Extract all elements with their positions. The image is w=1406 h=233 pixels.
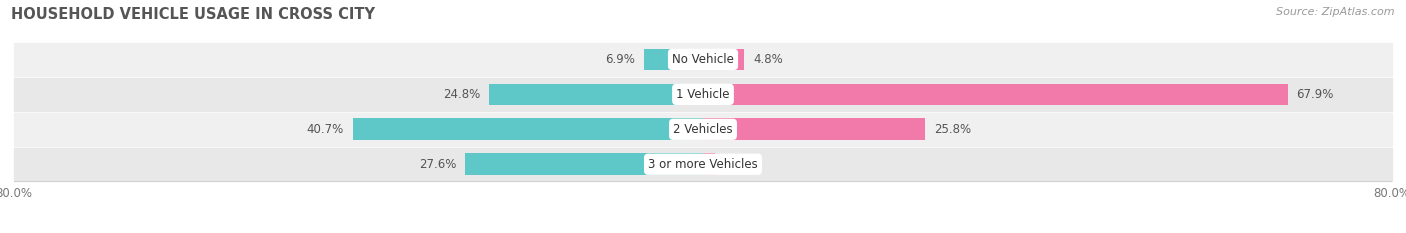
Text: 2 Vehicles: 2 Vehicles (673, 123, 733, 136)
Bar (14, 148, 1392, 181)
Bar (353, 118, 703, 140)
Text: 27.6%: 27.6% (419, 158, 457, 171)
Bar (14, 78, 1392, 111)
Text: 6.9%: 6.9% (605, 53, 636, 66)
Bar (644, 49, 703, 70)
Text: 3 or more Vehicles: 3 or more Vehicles (648, 158, 758, 171)
Bar (465, 154, 703, 175)
Bar (703, 154, 716, 175)
Text: 40.7%: 40.7% (307, 123, 344, 136)
Text: 4.8%: 4.8% (754, 53, 783, 66)
Bar (489, 84, 703, 105)
Bar (14, 43, 1392, 76)
Text: Source: ZipAtlas.com: Source: ZipAtlas.com (1277, 7, 1395, 17)
Bar (703, 84, 1288, 105)
Text: 67.9%: 67.9% (1296, 88, 1334, 101)
Bar (703, 118, 925, 140)
Text: 24.8%: 24.8% (443, 88, 481, 101)
Bar (703, 49, 744, 70)
Text: HOUSEHOLD VEHICLE USAGE IN CROSS CITY: HOUSEHOLD VEHICLE USAGE IN CROSS CITY (11, 7, 375, 22)
Text: 25.8%: 25.8% (934, 123, 972, 136)
Text: No Vehicle: No Vehicle (672, 53, 734, 66)
Text: 1.4%: 1.4% (724, 158, 754, 171)
Bar (14, 113, 1392, 146)
Text: 1 Vehicle: 1 Vehicle (676, 88, 730, 101)
